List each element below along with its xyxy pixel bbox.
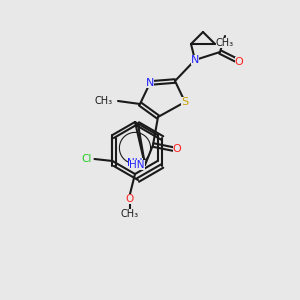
Text: O: O xyxy=(126,194,134,204)
Text: HN: HN xyxy=(130,160,145,170)
Text: CH₃: CH₃ xyxy=(121,209,139,219)
Text: O: O xyxy=(235,57,243,67)
Text: S: S xyxy=(182,97,189,107)
Text: O: O xyxy=(172,144,182,154)
Text: N: N xyxy=(146,78,154,88)
Text: N: N xyxy=(191,55,199,65)
Text: CH₃: CH₃ xyxy=(95,96,113,106)
Text: CH₃: CH₃ xyxy=(216,38,234,48)
Text: NH: NH xyxy=(128,158,143,168)
Text: Cl: Cl xyxy=(81,154,92,164)
